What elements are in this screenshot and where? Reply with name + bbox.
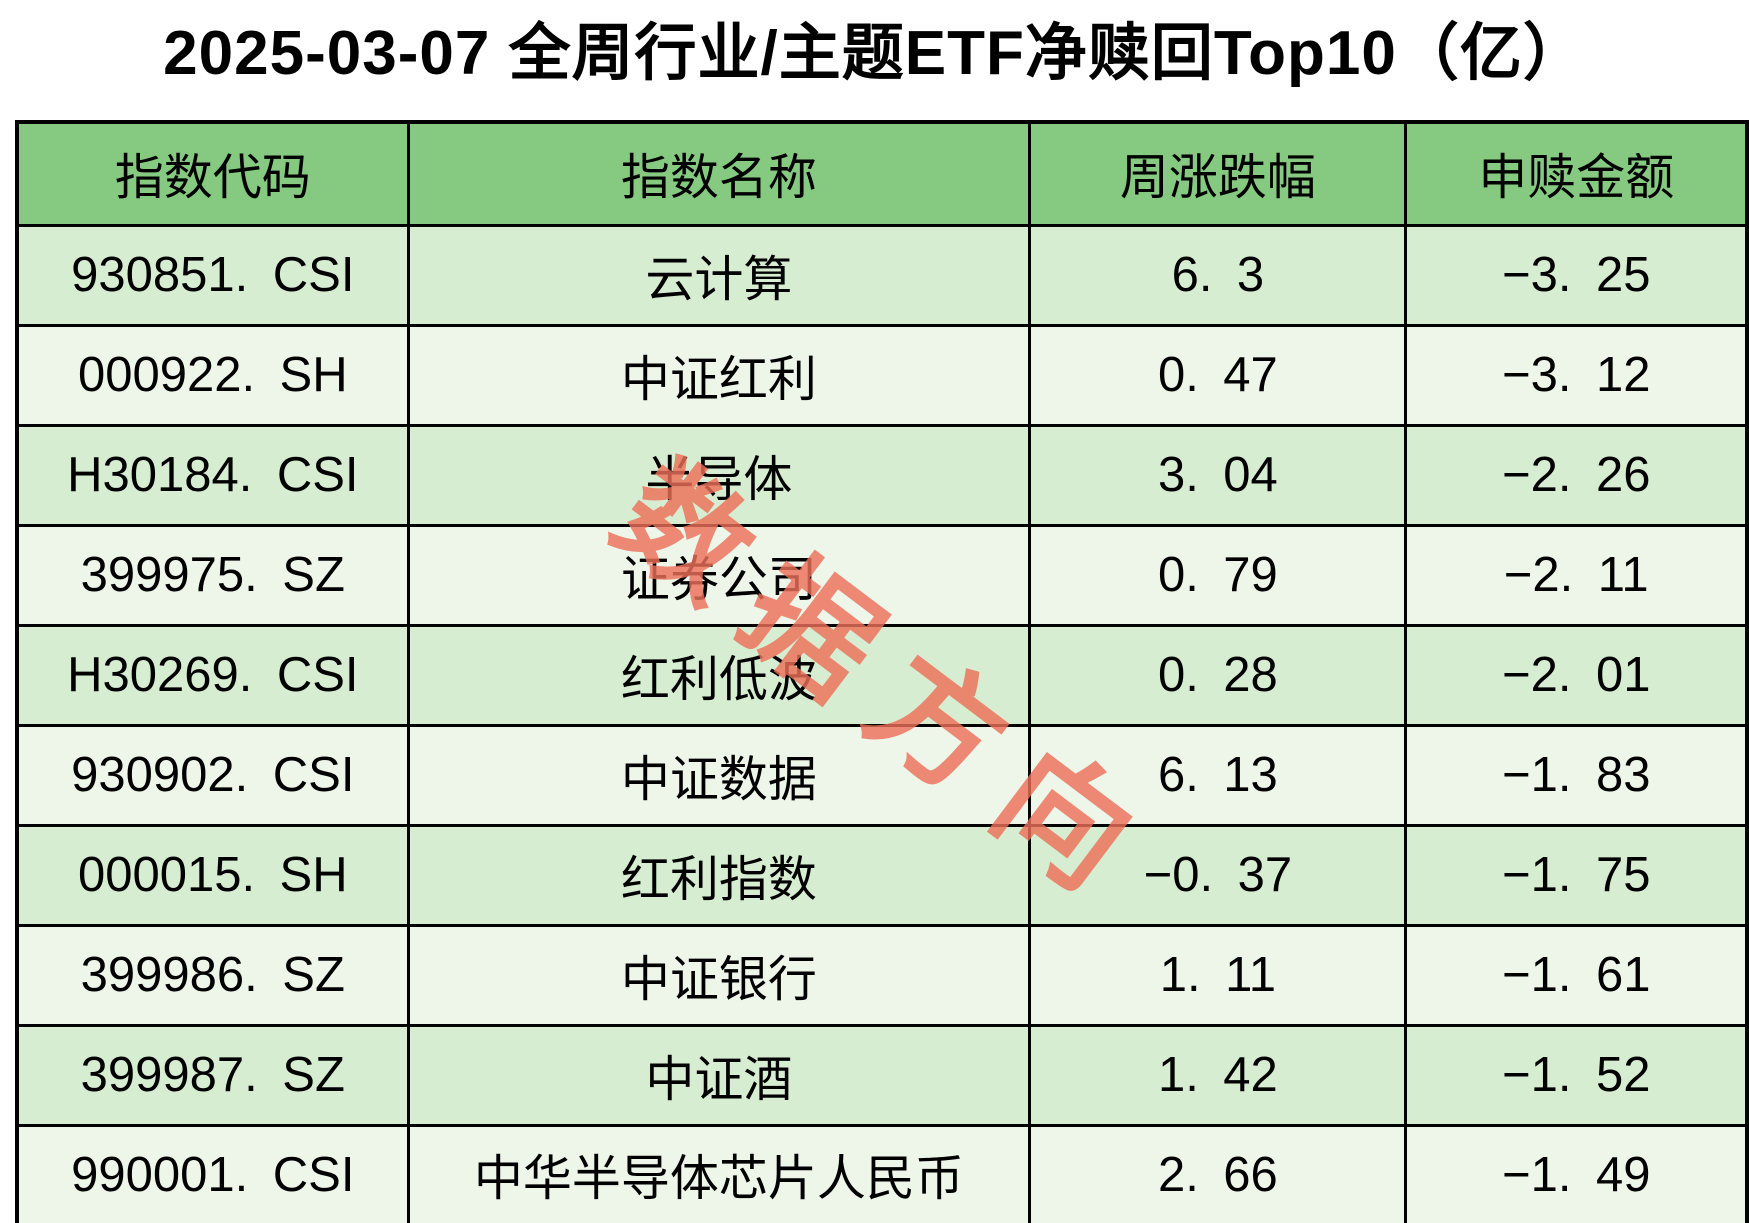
col-header-index-code: 指数代码: [15, 120, 410, 227]
cell-redeem-amount: −1. 49: [1404, 1123, 1749, 1223]
cell-index-code: H30269. CSI: [15, 623, 410, 727]
cell-index-name: 中华半导体芯片人民币: [406, 1123, 1032, 1223]
col-header-weekly-change: 周涨跌幅: [1028, 120, 1408, 227]
etf-net-redemption-table: 指数代码 指数名称 周涨跌幅 申赎金额 930851. CSI 云计算 6. 3…: [15, 120, 1749, 1223]
table-row: 399987. SZ 中证酒 1. 42 −1. 52: [15, 1023, 1749, 1127]
cell-weekly-change: −0. 37: [1028, 823, 1408, 927]
cell-index-code: 399986. SZ: [15, 923, 410, 1027]
cell-redeem-amount: −2. 01: [1404, 623, 1749, 727]
cell-redeem-amount: −2. 26: [1404, 423, 1749, 527]
table-row: 990001. CSI 中华半导体芯片人民币 2. 66 −1. 49: [15, 1123, 1749, 1223]
cell-index-code: 399975. SZ: [15, 523, 410, 627]
cell-redeem-amount: −3. 12: [1404, 323, 1749, 427]
table-row: 930851. CSI 云计算 6. 3 −3. 25: [15, 223, 1749, 327]
cell-index-code: 990001. CSI: [15, 1123, 410, 1223]
cell-index-code: 000015. SH: [15, 823, 410, 927]
table-body: 930851. CSI 云计算 6. 3 −3. 25 000922. SH 中…: [15, 223, 1749, 1223]
cell-index-name: 中证酒: [406, 1023, 1032, 1127]
cell-redeem-amount: −1. 83: [1404, 723, 1749, 827]
cell-index-name: 半导体: [406, 423, 1032, 527]
cell-redeem-amount: −2. 11: [1404, 523, 1749, 627]
cell-weekly-change: 2. 66: [1028, 1123, 1408, 1223]
cell-redeem-amount: −3. 25: [1404, 223, 1749, 327]
table-row: H30269. CSI 红利低波 0. 28 −2. 01: [15, 623, 1749, 727]
table-row: H30184. CSI 半导体 3. 04 −2. 26: [15, 423, 1749, 527]
cell-weekly-change: 1. 11: [1028, 923, 1408, 1027]
cell-index-name: 中证红利: [406, 323, 1032, 427]
cell-weekly-change: 0. 79: [1028, 523, 1408, 627]
cell-index-code: 399987. SZ: [15, 1023, 410, 1127]
cell-redeem-amount: −1. 75: [1404, 823, 1749, 927]
table-header-row: 指数代码 指数名称 周涨跌幅 申赎金额: [15, 120, 1749, 227]
cell-index-name: 红利低波: [406, 623, 1032, 727]
table-row: 399975. SZ 证券公司 0. 79 −2. 11: [15, 523, 1749, 627]
cell-index-code: H30184. CSI: [15, 423, 410, 527]
cell-weekly-change: 0. 28: [1028, 623, 1408, 727]
cell-index-name: 证券公司: [406, 523, 1032, 627]
cell-weekly-change: 1. 42: [1028, 1023, 1408, 1127]
table-row: 930902. CSI 中证数据 6. 13 −1. 83: [15, 723, 1749, 827]
cell-weekly-change: 6. 13: [1028, 723, 1408, 827]
table-row: 399986. SZ 中证银行 1. 11 −1. 61: [15, 923, 1749, 1027]
cell-index-code: 000922. SH: [15, 323, 410, 427]
table-row: 000922. SH 中证红利 0. 47 −3. 12: [15, 323, 1749, 427]
cell-redeem-amount: −1. 61: [1404, 923, 1749, 1027]
cell-redeem-amount: −1. 52: [1404, 1023, 1749, 1127]
cell-index-name: 云计算: [406, 223, 1032, 327]
table-header: 指数代码 指数名称 周涨跌幅 申赎金额: [15, 120, 1749, 227]
table-row: 000015. SH 红利指数 −0. 37 −1. 75: [15, 823, 1749, 927]
col-header-redeem-amount: 申赎金额: [1404, 120, 1749, 227]
cell-weekly-change: 3. 04: [1028, 423, 1408, 527]
cell-weekly-change: 0. 47: [1028, 323, 1408, 427]
cell-index-code: 930851. CSI: [15, 223, 410, 327]
cell-index-name: 红利指数: [406, 823, 1032, 927]
cell-index-name: 中证数据: [406, 723, 1032, 827]
page-title: 2025-03-07 全周行业/主题ETF净赎回Top10（亿）: [163, 19, 1586, 88]
cell-index-code: 930902. CSI: [15, 723, 410, 827]
col-header-index-name: 指数名称: [406, 120, 1032, 227]
cell-index-name: 中证银行: [406, 923, 1032, 1027]
cell-weekly-change: 6. 3: [1028, 223, 1408, 327]
